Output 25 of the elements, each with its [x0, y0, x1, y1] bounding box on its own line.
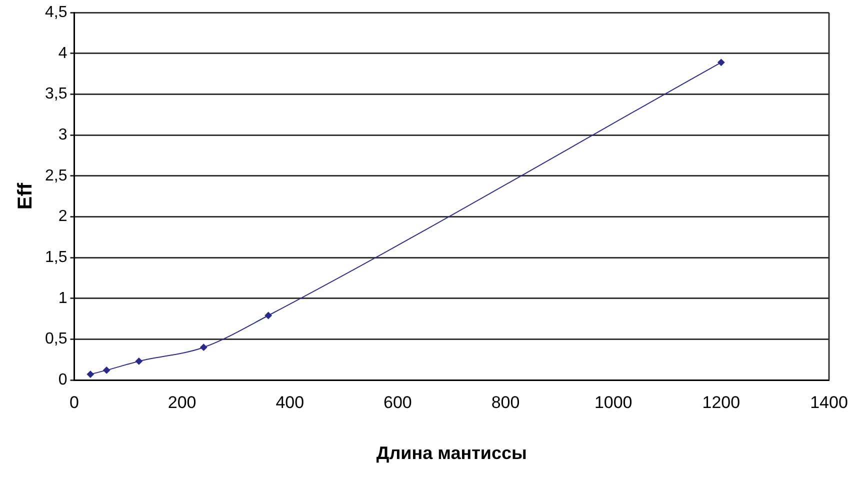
y-tick-label: 0,5 — [44, 330, 68, 348]
x-tick-label: 800 — [491, 392, 520, 412]
point — [264, 312, 272, 319]
y-tick-label: 0 — [58, 371, 68, 388]
y-tick-label: 4,5 — [44, 4, 68, 22]
x-axis-title: Длина мантиссы — [376, 443, 527, 464]
x-tick-label: 400 — [276, 392, 304, 412]
y-tick-label: 2,5 — [44, 167, 68, 184]
point — [135, 358, 142, 365]
point — [718, 58, 725, 66]
y-tick-label: 3 — [58, 126, 68, 144]
y-tick-label: 1 — [58, 290, 68, 307]
point — [86, 370, 94, 378]
x-tick-label: 600 — [384, 392, 412, 412]
x-tick-label: 1200 — [702, 392, 740, 412]
y-tick-label: 4 — [58, 44, 68, 62]
y-tick-label: 1,5 — [44, 248, 68, 266]
x-tick-label: 1400 — [810, 392, 848, 412]
point — [200, 344, 208, 351]
point — [103, 366, 110, 374]
x-tick-label: 1000 — [594, 392, 632, 412]
y-tick-label: 3,5 — [44, 86, 68, 103]
x-tick-label: 200 — [168, 392, 196, 412]
y-tick-label: 2 — [58, 208, 68, 226]
y-axis-title: Eff — [14, 182, 37, 210]
